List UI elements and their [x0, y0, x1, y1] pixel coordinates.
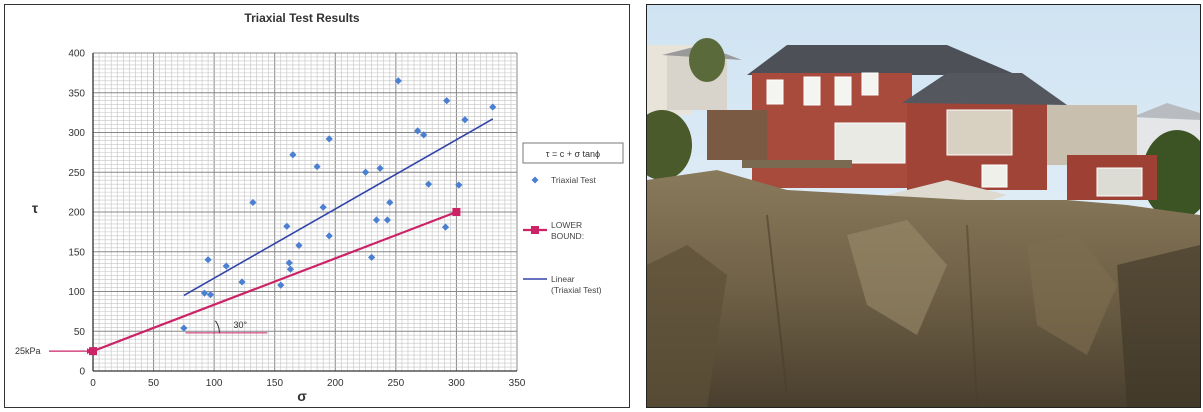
scatter-point	[206, 291, 215, 299]
lower-bound-marker	[452, 208, 461, 216]
scatter-point	[325, 135, 333, 143]
scatter-point	[414, 127, 422, 135]
scatter-point	[238, 278, 246, 286]
y-tick-label: 50	[74, 327, 86, 338]
y-tick-label: 400	[68, 49, 85, 60]
scatter-point	[420, 131, 428, 139]
trend-line	[183, 118, 494, 297]
scatter-point	[386, 198, 394, 207]
angle-arc	[215, 320, 220, 333]
annotation-arrowhead	[87, 348, 92, 355]
scatter-point	[313, 163, 321, 171]
legend-label-lower-bound: LOWER	[551, 220, 582, 230]
chart-title: Triaxial Test Results	[244, 11, 359, 25]
y-tick-label: 150	[68, 247, 85, 258]
x-tick-label: 100	[206, 378, 223, 389]
scatter-point	[372, 216, 381, 224]
scatter-point	[368, 253, 376, 261]
legend-label-triaxial: Triaxial Test	[551, 175, 597, 185]
y-tick-label: 200	[68, 208, 85, 219]
y-tick-label: 350	[68, 88, 85, 99]
scatter-point	[383, 216, 391, 224]
tick-labels: 0 50 100 150 200 250 300 350 0 50 100 150 200 250 300 3…	[68, 49, 525, 390]
scatter-point	[325, 232, 333, 240]
scatter-point	[319, 203, 327, 211]
scatter-point	[204, 256, 212, 264]
scatter-point	[424, 180, 433, 188]
scatter-point	[455, 181, 463, 189]
grid	[92, 52, 518, 372]
scatter-point	[200, 289, 209, 297]
scatter-point	[286, 265, 295, 273]
scatter-point	[283, 222, 291, 230]
scatter-point	[295, 241, 303, 249]
scatter-point	[285, 259, 293, 267]
annotations: 25kPa 30°	[15, 320, 268, 356]
y-tick-label: 0	[79, 367, 85, 378]
y-tick-label: 250	[68, 168, 85, 179]
scatter-point	[443, 97, 451, 105]
chart-panel: Triaxial Test Results 0 50 100 150 200 250 300…	[4, 4, 630, 408]
scatter-point	[461, 116, 469, 124]
legend-title-box	[522, 142, 624, 164]
y-tick-label: 100	[68, 287, 85, 298]
legend-label-linear: Linear	[551, 274, 575, 284]
x-tick-label: 200	[327, 378, 344, 389]
legend-title: τ = c + σ tanϕ	[546, 149, 600, 159]
y-tick-label: 300	[68, 128, 85, 139]
scatter-point	[489, 103, 497, 111]
scatter-point	[441, 223, 450, 231]
x-axis-label: σ	[297, 388, 307, 404]
scatter-point	[361, 168, 370, 176]
lower-bound-line	[92, 210, 457, 353]
scatter-point	[376, 164, 384, 172]
legend-marker-triaxial	[531, 176, 539, 184]
legend-label-linear: (Triaxial Test)	[551, 285, 602, 295]
axes	[92, 53, 517, 372]
x-tick-label: 150	[266, 378, 283, 389]
scatter-point	[277, 281, 285, 289]
series	[89, 77, 497, 356]
x-tick-label: 300	[448, 378, 465, 389]
x-tick-label: 0	[90, 378, 96, 389]
landslide-photo	[646, 4, 1201, 408]
triaxial-chart: Triaxial Test Results 0 50 100 150 200 250 300…	[15, 11, 624, 404]
legend-marker-lower-bound	[531, 226, 539, 234]
y-axis-label: τ	[32, 200, 39, 216]
x-tick-label: 350	[509, 378, 526, 389]
annotation-30deg: 30°	[233, 320, 247, 330]
legend-label-lower-bound: BOUND:	[551, 231, 584, 241]
x-tick-label: 250	[388, 378, 405, 389]
scatter-point	[222, 262, 230, 270]
scatter-point	[180, 324, 188, 332]
x-tick-label: 50	[148, 378, 160, 389]
scatter-point	[289, 151, 297, 159]
scatter-point	[394, 77, 402, 85]
scatter-point	[249, 198, 257, 207]
photo-illustration	[647, 5, 1200, 407]
annotation-25kpa: 25kPa	[15, 346, 41, 356]
lower-bound-marker	[89, 347, 97, 356]
